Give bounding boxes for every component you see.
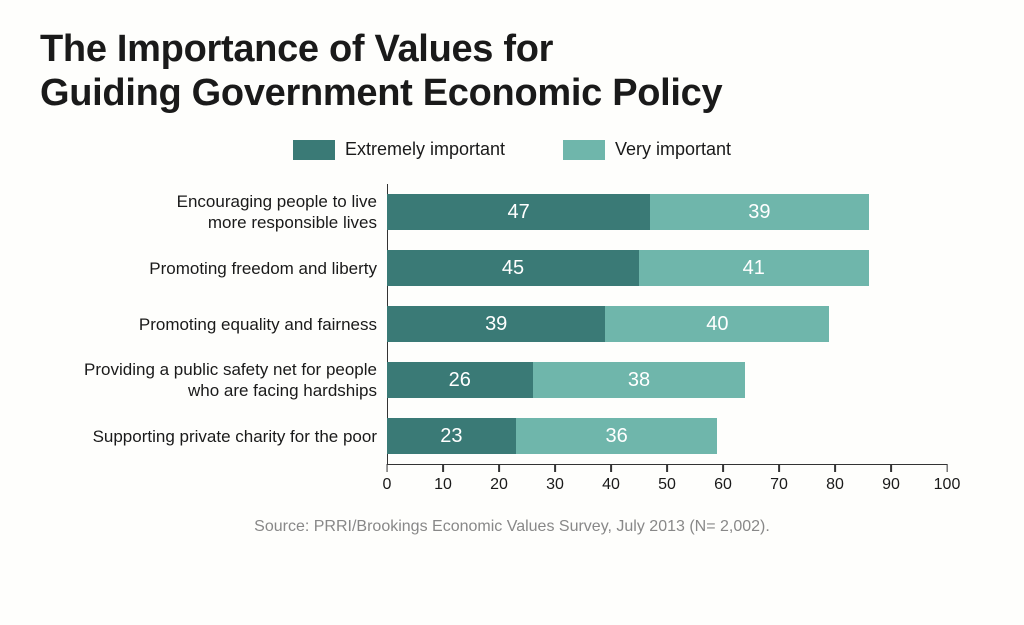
x-tick: 100: [934, 464, 961, 494]
legend-swatch-extremely: [293, 140, 335, 160]
legend-swatch-very: [563, 140, 605, 160]
row-bars: 2638: [387, 362, 947, 398]
x-tick: 40: [602, 464, 620, 494]
bar-very: 36: [516, 418, 718, 454]
x-tick-mark: [554, 464, 556, 472]
row-label: Promoting equality and fairness: [47, 314, 387, 335]
chart-row: Providing a public safety net for people…: [47, 352, 977, 408]
x-tick-label: 60: [714, 476, 732, 494]
x-tick-label: 30: [546, 476, 564, 494]
chart-row: Encouraging people to livemore responsib…: [47, 184, 977, 240]
legend-item-very: Very important: [563, 139, 731, 160]
x-tick-mark: [890, 464, 892, 472]
chart-rows: Encouraging people to livemore responsib…: [47, 184, 977, 464]
x-tick-mark: [946, 464, 948, 472]
row-bars: 2336: [387, 418, 947, 454]
x-tick-mark: [386, 464, 388, 472]
bar-extremely: 23: [387, 418, 516, 454]
chart-row: Supporting private charity for the poor2…: [47, 408, 977, 464]
x-tick-label: 100: [934, 476, 961, 494]
x-tick-mark: [666, 464, 668, 472]
title-line-2: Guiding Government Economic Policy: [40, 72, 722, 114]
bar-extremely: 47: [387, 194, 650, 230]
x-tick: 50: [658, 464, 676, 494]
x-tick: 30: [546, 464, 564, 494]
chart-row: Promoting freedom and liberty4541: [47, 240, 977, 296]
row-bars: 3940: [387, 306, 947, 342]
row-label: Encouraging people to livemore responsib…: [47, 191, 387, 234]
row-bars: 4541: [387, 250, 947, 286]
x-axis: 0102030405060708090100: [387, 464, 947, 496]
x-tick: 10: [434, 464, 452, 494]
source-text: Source: PRRI/Brookings Economic Values S…: [40, 518, 984, 536]
legend: Extremely important Very important: [40, 139, 984, 160]
row-bars: 4739: [387, 194, 947, 230]
x-axis-ticks: 0102030405060708090100: [387, 464, 947, 496]
x-tick-mark: [834, 464, 836, 472]
x-tick-mark: [442, 464, 444, 472]
page-title: The Importance of Values for Guiding Gov…: [40, 28, 984, 115]
x-tick-label: 50: [658, 476, 676, 494]
legend-label-extremely: Extremely important: [345, 139, 505, 160]
x-tick-label: 0: [383, 476, 392, 494]
bar-very: 40: [605, 306, 829, 342]
x-tick-label: 80: [826, 476, 844, 494]
bar-extremely: 39: [387, 306, 605, 342]
x-tick-mark: [722, 464, 724, 472]
x-tick-label: 40: [602, 476, 620, 494]
row-label: Promoting freedom and liberty: [47, 258, 387, 279]
x-tick: 80: [826, 464, 844, 494]
row-label: Supporting private charity for the poor: [47, 426, 387, 447]
bar-very: 41: [639, 250, 869, 286]
x-tick: 70: [770, 464, 788, 494]
x-tick: 60: [714, 464, 732, 494]
bar-extremely: 26: [387, 362, 533, 398]
row-label: Providing a public safety net for people…: [47, 359, 387, 402]
chart: Encouraging people to livemore responsib…: [47, 184, 977, 496]
x-tick-label: 70: [770, 476, 788, 494]
page: The Importance of Values for Guiding Gov…: [0, 0, 1024, 625]
bar-very: 38: [533, 362, 746, 398]
x-tick-label: 10: [434, 476, 452, 494]
legend-item-extremely: Extremely important: [293, 139, 505, 160]
x-tick-label: 20: [490, 476, 508, 494]
x-tick-label: 90: [882, 476, 900, 494]
x-tick: 0: [383, 464, 392, 494]
bar-extremely: 45: [387, 250, 639, 286]
title-line-1: The Importance of Values for: [40, 28, 553, 70]
x-tick-mark: [610, 464, 612, 472]
bar-very: 39: [650, 194, 868, 230]
legend-label-very: Very important: [615, 139, 731, 160]
chart-row: Promoting equality and fairness3940: [47, 296, 977, 352]
x-tick-mark: [498, 464, 500, 472]
x-tick-mark: [778, 464, 780, 472]
x-tick: 90: [882, 464, 900, 494]
x-tick: 20: [490, 464, 508, 494]
